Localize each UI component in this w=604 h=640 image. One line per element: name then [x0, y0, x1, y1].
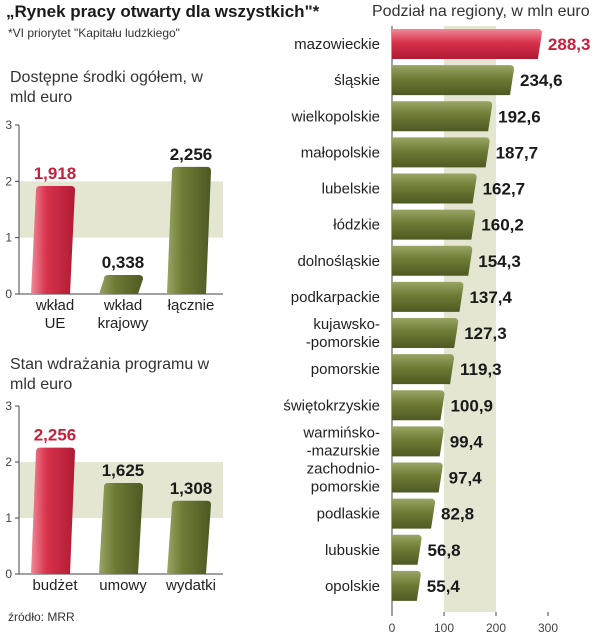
- y-tick-label: 0: [5, 567, 12, 581]
- category-label: śląskie: [334, 72, 380, 89]
- category-label: lubuskie: [325, 542, 380, 559]
- data-label: 56,8: [428, 541, 461, 560]
- bar: [167, 500, 211, 574]
- bar: [99, 483, 143, 574]
- category-label: podlaskie: [317, 506, 380, 523]
- data-label: 2,256: [170, 145, 213, 164]
- data-label: 137,4: [469, 288, 512, 307]
- y-tick-label: 1: [5, 231, 12, 245]
- category-label: wydatki: [165, 577, 216, 594]
- bar: [167, 166, 211, 294]
- category-label: mazowieckie: [294, 36, 380, 53]
- category-label: dolnośląskie: [297, 253, 380, 270]
- bar: [392, 281, 464, 312]
- y-tick-label: 0: [5, 287, 12, 301]
- bar: [392, 462, 443, 493]
- data-label: 162,7: [483, 180, 526, 199]
- bar: [31, 447, 75, 574]
- y-tick-label: 3: [5, 399, 12, 413]
- data-label: 1,308: [170, 479, 213, 498]
- data-label: 154,3: [478, 252, 521, 271]
- y-tick-label: 1: [5, 511, 12, 525]
- category-label: małopolskie: [301, 144, 380, 161]
- category-label: budżet: [32, 577, 78, 594]
- category-label: pomorskie: [311, 361, 380, 378]
- category-label: podkarpackie: [291, 289, 380, 306]
- bar: [392, 498, 436, 529]
- bar: [392, 173, 477, 204]
- chart1-title: Dostępne środki ogółem, w mld euro: [10, 69, 203, 106]
- category-label: zachodnio-: [307, 461, 380, 478]
- x-tick-label: 0: [389, 621, 396, 635]
- bar: [392, 137, 490, 168]
- category-label: świętokrzyskie: [283, 397, 380, 414]
- data-label: 119,3: [460, 360, 502, 379]
- data-label: 0,338: [102, 253, 145, 272]
- bar: [392, 209, 476, 240]
- source-note: źródło: MRR: [8, 610, 75, 624]
- category-label: umowy: [99, 577, 147, 594]
- data-label: 192,6: [498, 107, 541, 126]
- chart-implementation: 0 1 2 3 2,256 budżet 1,625 umowy 1,308 wydatki: [5, 399, 223, 594]
- category-label: wkład: [35, 297, 74, 314]
- data-label: 97,4: [449, 469, 483, 488]
- x-tick-label: 200: [486, 621, 506, 635]
- bar: [392, 570, 421, 601]
- category-label: wielkopolskie: [291, 108, 380, 125]
- bar: [31, 185, 75, 294]
- bar: [392, 318, 459, 348]
- x-tick-label: 300: [538, 621, 558, 635]
- category-label: lubelskie: [322, 181, 380, 198]
- data-label: 1,918: [34, 164, 77, 183]
- data-label: 1,625: [102, 461, 145, 480]
- chart2-title: Stan wdrażania programu w mld euro: [10, 356, 210, 393]
- data-label: 187,7: [496, 143, 539, 162]
- category-label: UE: [45, 315, 66, 332]
- data-label: 2,256: [34, 426, 77, 445]
- data-label: 82,8: [441, 505, 474, 524]
- data-label: 55,4: [427, 577, 461, 596]
- bar: [392, 354, 455, 385]
- page-subtitle: *VI priorytet "Kapitału ludzkiego": [8, 26, 180, 40]
- data-label: 160,2: [481, 216, 524, 235]
- category-label: kujawsko-: [313, 316, 380, 333]
- chart3-title: Podział na regiony, w mln euro: [372, 3, 590, 20]
- y-tick-label: 2: [5, 174, 12, 188]
- x-tick-label: 100: [434, 621, 454, 635]
- category-label: -mazurskie: [307, 442, 380, 459]
- category-label: wkład: [103, 297, 142, 314]
- page-title: „Rynek pracy otwarty dla wszystkich"*: [6, 2, 320, 21]
- y-tick-label: 2: [5, 455, 12, 469]
- bar: [392, 534, 422, 565]
- category-label: opolskie: [325, 578, 380, 595]
- y-tick-label: 3: [5, 118, 12, 132]
- category-label: warmińsko-: [302, 424, 380, 441]
- bar: [392, 390, 445, 421]
- category-label: -pomorskie: [306, 334, 380, 351]
- data-label: 100,9: [450, 396, 493, 415]
- chart-available-funds: 01231,918wkładUE0,338wkładkrajowy2,256łą…: [5, 118, 223, 332]
- data-label: 288,3: [548, 35, 591, 54]
- bar: [392, 101, 493, 132]
- bar: [392, 426, 444, 457]
- data-label: 234,6: [520, 71, 563, 90]
- chart-regions: 0 100 200 300 288,3 mazowieckie 234,6 śląskie 19…: [283, 26, 590, 635]
- category-label: pomorskie: [311, 479, 380, 496]
- category-label: krajowy: [98, 315, 149, 332]
- data-label: 99,4: [450, 432, 484, 451]
- bar: [392, 29, 542, 59]
- category-label: łącznie: [168, 297, 215, 314]
- bar: [392, 245, 473, 276]
- data-label: 127,3: [464, 324, 507, 343]
- category-label: łódzkie: [333, 217, 380, 234]
- bar: [392, 65, 514, 96]
- bar: [99, 274, 143, 294]
